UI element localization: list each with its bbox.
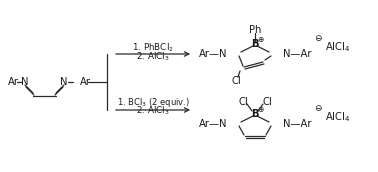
Text: ⊖: ⊖ — [314, 104, 322, 112]
Text: 1. BCl$_3$ (2 equiv.): 1. BCl$_3$ (2 equiv.) — [116, 95, 189, 109]
Text: ⊕: ⊕ — [257, 35, 263, 44]
Text: 2. AlCl$_3$: 2. AlCl$_3$ — [136, 51, 170, 63]
Text: AlCl$_4$: AlCl$_4$ — [325, 40, 350, 54]
Text: Cl: Cl — [262, 97, 272, 107]
Text: Cl: Cl — [238, 97, 248, 107]
Text: Ph: Ph — [249, 25, 261, 35]
Text: 2. AlCl$_3$: 2. AlCl$_3$ — [136, 105, 170, 117]
Text: Ar—N: Ar—N — [198, 119, 227, 129]
Text: N—Ar: N—Ar — [283, 49, 311, 59]
Text: N—Ar: N—Ar — [283, 119, 311, 129]
Text: B: B — [251, 39, 259, 49]
Text: B: B — [251, 109, 259, 119]
Text: N: N — [60, 77, 68, 87]
Text: 1. PhBCl$_2$: 1. PhBCl$_2$ — [132, 42, 174, 54]
Text: ⊖: ⊖ — [314, 34, 322, 42]
Text: ⊕: ⊕ — [257, 105, 263, 114]
Text: Ar: Ar — [8, 77, 19, 87]
Text: Ar: Ar — [80, 77, 91, 87]
Text: N: N — [21, 77, 29, 87]
Text: Cl: Cl — [231, 76, 241, 86]
Text: Ar—N: Ar—N — [198, 49, 227, 59]
Text: AlCl$_4$: AlCl$_4$ — [325, 110, 350, 124]
